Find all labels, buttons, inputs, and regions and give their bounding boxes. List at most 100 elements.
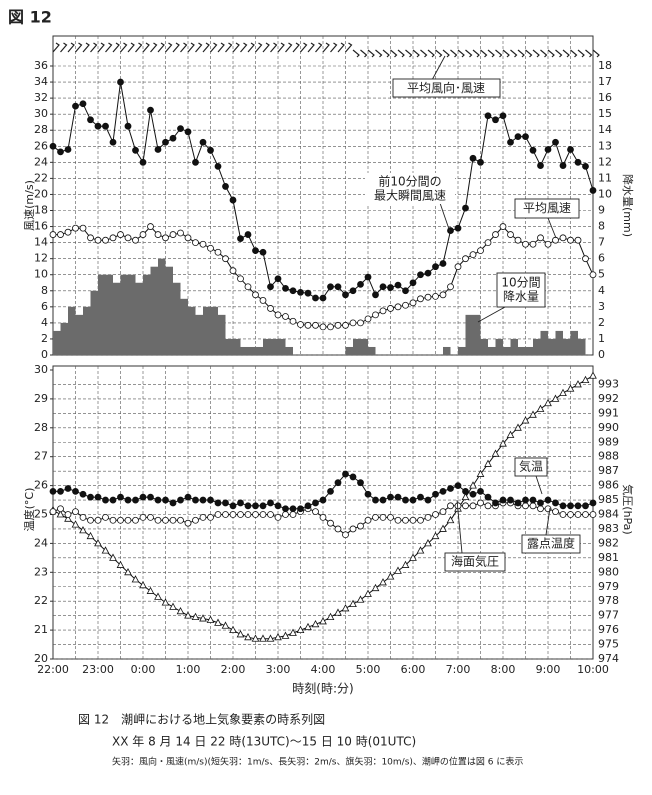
- marker: [409, 553, 417, 561]
- y2-tick-label: 15: [598, 107, 612, 120]
- marker: [319, 617, 327, 625]
- marker: [244, 231, 252, 238]
- callout-label: 最大瞬間風速: [374, 189, 446, 203]
- marker: [537, 162, 544, 169]
- marker: [522, 496, 529, 504]
- marker: [394, 566, 402, 574]
- y-tick-label: 12: [34, 252, 48, 265]
- marker: [401, 560, 410, 568]
- marker: [439, 487, 447, 495]
- marker: [476, 469, 485, 477]
- marker: [559, 388, 567, 397]
- wind-barb: [262, 42, 270, 53]
- callout-box: [521, 534, 581, 554]
- marker: [386, 572, 395, 580]
- marker: [94, 493, 102, 501]
- rain-bar: [188, 306, 196, 355]
- y2-tick-label: 2: [598, 316, 605, 329]
- wind-barb: [412, 49, 420, 58]
- marker: [304, 321, 312, 329]
- marker: [552, 236, 559, 244]
- wind-barb: [472, 49, 480, 58]
- wind-barb: [90, 42, 98, 53]
- marker: [432, 511, 439, 518]
- marker: [356, 595, 365, 603]
- marker: [252, 511, 259, 518]
- callout-box: [392, 78, 501, 98]
- marker: [544, 398, 552, 407]
- y-axis-label: 温度(°C): [22, 488, 36, 532]
- rain-bar: [480, 338, 488, 355]
- y-tick-label: 28: [34, 123, 48, 136]
- rain-bar: [173, 282, 181, 355]
- marker: [514, 133, 522, 141]
- marker: [101, 546, 110, 554]
- marker: [109, 516, 117, 524]
- marker: [342, 470, 349, 478]
- wind-barb: [390, 49, 398, 58]
- marker: [424, 269, 432, 277]
- x-tick-label: 2:00: [221, 663, 246, 676]
- marker: [439, 291, 447, 299]
- marker: [499, 223, 507, 230]
- wind-barb: [577, 49, 585, 58]
- marker: [132, 146, 139, 154]
- rain-bar: [458, 346, 466, 355]
- marker: [447, 485, 454, 492]
- marker: [162, 516, 169, 524]
- y-tick-label: 28: [34, 421, 48, 434]
- marker: [484, 502, 492, 510]
- marker: [131, 575, 140, 583]
- y-tick-label: 18: [34, 204, 48, 217]
- wind-barb: [195, 42, 203, 53]
- marker: [357, 522, 364, 530]
- marker: [529, 496, 537, 504]
- marker: [207, 244, 214, 252]
- x-tick-label: 3:00: [266, 663, 291, 676]
- rain-bar: [105, 274, 113, 355]
- marker: [274, 632, 282, 641]
- marker: [394, 493, 402, 501]
- marker: [409, 516, 417, 524]
- marker: [154, 592, 162, 600]
- rain-bar: [203, 306, 211, 355]
- marker: [267, 305, 274, 312]
- y2-tick-label: 7: [598, 236, 605, 249]
- y-tick-label: 14: [34, 236, 48, 249]
- callout-box: [496, 272, 546, 308]
- marker: [237, 235, 244, 242]
- marker: [529, 146, 537, 154]
- marker: [341, 604, 350, 612]
- marker: [206, 615, 215, 623]
- marker: [559, 162, 567, 169]
- rain-bar: [570, 330, 578, 355]
- marker: [349, 287, 357, 295]
- x-tick-label: 1:00: [176, 663, 201, 676]
- marker: [57, 148, 64, 156]
- marker: [304, 502, 312, 510]
- rain-bar: [210, 306, 218, 355]
- x-tick-label: 8:00: [491, 663, 516, 676]
- wind-barb: [367, 49, 375, 58]
- marker: [222, 499, 229, 507]
- rain-bar: [128, 274, 136, 355]
- marker: [402, 287, 409, 295]
- marker: [311, 619, 320, 628]
- marker: [192, 516, 199, 524]
- marker: [424, 496, 432, 504]
- marker: [417, 271, 424, 279]
- wind-barb: [150, 42, 158, 53]
- rain-bar: [165, 266, 173, 355]
- marker: [139, 231, 147, 238]
- marker: [282, 313, 289, 320]
- marker: [176, 606, 185, 615]
- marker: [161, 598, 170, 606]
- y2-tick-label: 981: [598, 551, 619, 564]
- marker: [409, 299, 417, 307]
- y2-tick-label: 993: [598, 377, 619, 390]
- marker: [462, 255, 469, 263]
- wind-barb: [60, 42, 68, 53]
- marker: [236, 630, 245, 638]
- marker: [229, 502, 237, 510]
